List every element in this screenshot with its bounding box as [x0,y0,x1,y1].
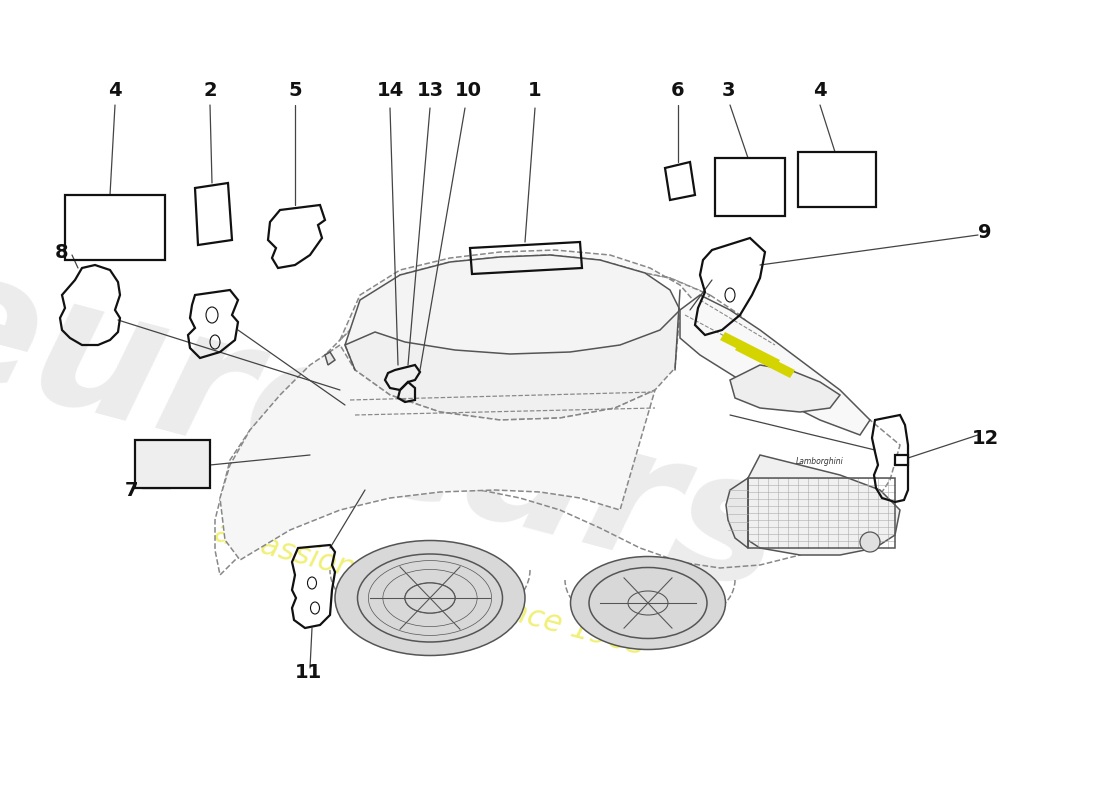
Text: 13: 13 [417,81,443,99]
Ellipse shape [571,557,726,650]
Bar [798,152,876,207]
Bar [65,195,165,260]
Polygon shape [324,352,336,365]
Polygon shape [345,255,680,354]
Polygon shape [726,478,748,548]
Polygon shape [720,332,780,368]
Text: Lamborghini: Lamborghini [796,458,844,466]
Polygon shape [680,295,870,435]
Polygon shape [735,455,900,555]
Bar [748,478,895,548]
Text: 8: 8 [55,242,69,262]
Text: 10: 10 [454,81,482,99]
Text: 5: 5 [288,81,301,99]
Text: a passion for cars since 1985: a passion for cars since 1985 [211,518,649,662]
Text: 6: 6 [671,81,685,99]
Text: 2: 2 [204,81,217,99]
Text: 4: 4 [813,81,827,99]
Polygon shape [735,342,795,378]
Text: 12: 12 [971,429,999,447]
Polygon shape [895,455,908,465]
Text: 14: 14 [376,81,404,99]
Text: 11: 11 [295,662,321,682]
Text: 7: 7 [125,481,139,499]
Polygon shape [345,255,680,420]
Text: 4: 4 [108,81,122,99]
Text: eurocars: eurocars [0,230,802,630]
Bar [715,158,785,216]
Circle shape [860,532,880,552]
Text: 3: 3 [722,81,735,99]
Bar [135,440,210,488]
Polygon shape [220,345,654,560]
Text: 9: 9 [978,222,992,242]
Ellipse shape [336,541,525,655]
Polygon shape [340,250,710,340]
Polygon shape [730,365,840,412]
Text: 1: 1 [528,81,542,99]
